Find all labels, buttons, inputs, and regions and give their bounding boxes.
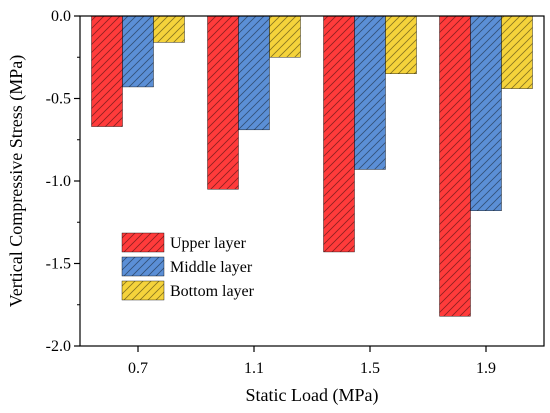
y-tick-label: -0.5: [46, 91, 71, 108]
bars-group: [91, 15, 533, 317]
legend-swatch-bottom-layer: [121, 280, 165, 301]
x-tick-label: 0.7: [128, 360, 148, 377]
bar-upper-layer-1.1: [207, 15, 239, 190]
bar-upper-layer-0.7: [91, 15, 123, 127]
bar-bottom-layer-1.5: [385, 15, 417, 74]
legend-swatch-upper-layer: [121, 232, 165, 253]
bar-middle-layer-1.9: [470, 15, 502, 211]
bar-bottom-layer-1.9: [501, 15, 533, 89]
bar-middle-layer-0.7: [122, 15, 154, 88]
bar-bottom-layer-1.1: [269, 15, 301, 58]
y-tick-label: 0.0: [51, 8, 71, 25]
x-tick-label: 1.9: [476, 360, 496, 377]
y-tick-label: -1.0: [46, 173, 71, 190]
bar-bottom-layer-0.7: [153, 15, 185, 43]
x-tick-label: 1.1: [244, 360, 264, 377]
legend-label: Upper layer: [170, 235, 247, 252]
bar-upper-layer-1.5: [323, 15, 355, 253]
y-tick-label: -2.0: [46, 338, 71, 355]
x-axis: 0.7 1.1 1.5 1.9: [128, 346, 496, 377]
y-tick-label: -1.5: [46, 256, 71, 273]
x-axis-label: Static Load (MPa): [246, 385, 379, 406]
legend-label: Middle layer: [170, 259, 253, 276]
bar-middle-layer-1.5: [354, 15, 386, 170]
legend: Upper layer Middle layer Bottom layer: [121, 232, 255, 301]
x-tick-label: 1.5: [360, 360, 380, 377]
bar-upper-layer-1.9: [439, 15, 471, 317]
bar-middle-layer-1.1: [238, 15, 270, 131]
legend-swatch-middle-layer: [121, 256, 165, 277]
y-axis-label: Vertical Compressive Stress (MPa): [6, 55, 27, 307]
y-axis: 0.0 -0.5 -1.0 -1.5 -2.0: [46, 8, 80, 355]
legend-label: Bottom layer: [170, 283, 255, 300]
